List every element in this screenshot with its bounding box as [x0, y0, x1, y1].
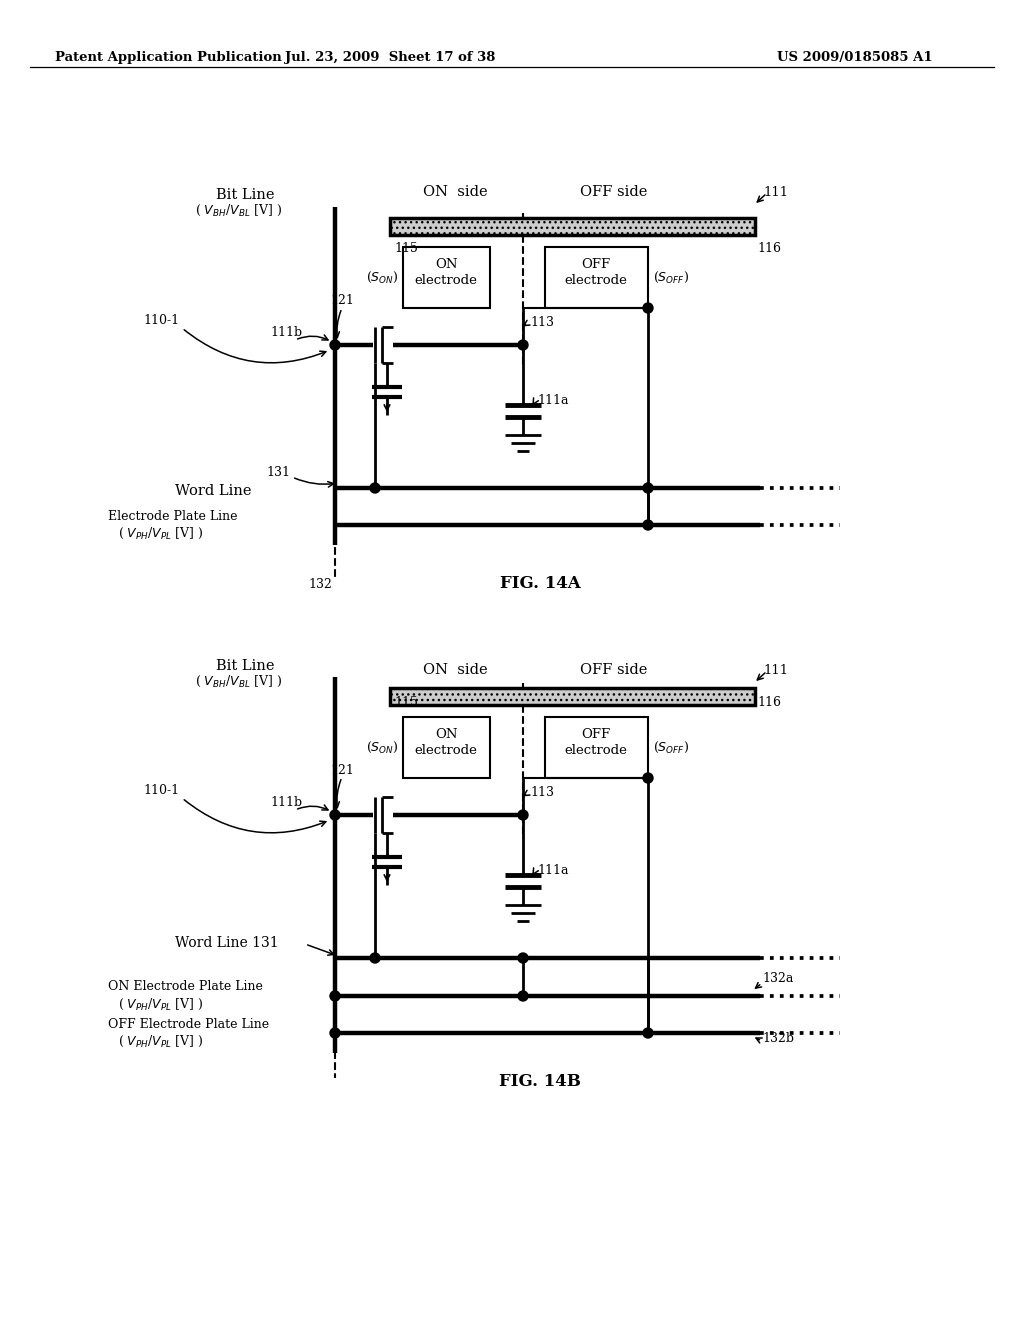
Circle shape	[643, 304, 653, 313]
Text: 111a: 111a	[537, 863, 568, 876]
Text: ($S_{ON}$): ($S_{ON}$)	[367, 739, 399, 755]
Circle shape	[518, 810, 528, 820]
Circle shape	[370, 953, 380, 964]
Text: 113: 113	[530, 787, 554, 800]
Text: 111b: 111b	[270, 796, 302, 808]
Text: OFF Electrode Plate Line: OFF Electrode Plate Line	[108, 1018, 269, 1031]
Bar	[390, 688, 755, 705]
Text: 111: 111	[763, 186, 788, 198]
Text: OFF side: OFF side	[581, 185, 648, 199]
Bar	[390, 218, 755, 235]
Text: 131: 131	[266, 466, 290, 479]
Text: ( $V_{PH}$/$V_{PL}$ [V] ): ( $V_{PH}$/$V_{PL}$ [V] )	[118, 525, 204, 541]
Text: 116: 116	[757, 242, 781, 255]
Text: 110-1: 110-1	[144, 784, 180, 796]
Text: FIG. 14B: FIG. 14B	[499, 1072, 581, 1089]
Circle shape	[330, 810, 340, 820]
Text: ON  side: ON side	[423, 185, 487, 199]
Text: electrode: electrode	[415, 273, 477, 286]
Text: OFF: OFF	[582, 729, 610, 742]
Text: 116: 116	[757, 697, 781, 710]
Text: 132a: 132a	[762, 972, 794, 985]
Text: 121: 121	[330, 763, 354, 776]
Text: Electrode Plate Line: Electrode Plate Line	[108, 510, 238, 523]
Text: 110-1: 110-1	[144, 314, 180, 326]
Text: ($S_{OFF}$): ($S_{OFF}$)	[653, 269, 689, 285]
Text: ( $V_{BH}$/$V_{BL}$ [V] ): ( $V_{BH}$/$V_{BL}$ [V] )	[195, 202, 282, 218]
Text: ($S_{OFF}$): ($S_{OFF}$)	[653, 739, 689, 755]
Text: OFF: OFF	[582, 259, 610, 272]
Bar	[545, 717, 648, 777]
Text: Bit Line: Bit Line	[216, 659, 274, 673]
Text: OFF side: OFF side	[581, 663, 648, 677]
Circle shape	[518, 991, 528, 1001]
Bar	[403, 247, 490, 308]
Text: ON: ON	[435, 259, 458, 272]
Text: 113: 113	[530, 317, 554, 330]
Text: 111: 111	[763, 664, 788, 676]
Text: Bit Line: Bit Line	[216, 187, 274, 202]
Text: electrode: electrode	[564, 743, 628, 756]
Text: 111b: 111b	[270, 326, 302, 338]
Text: ON: ON	[435, 729, 458, 742]
Text: ( $V_{PH}$/$V_{PL}$ [V] ): ( $V_{PH}$/$V_{PL}$ [V] )	[118, 1034, 204, 1048]
Text: US 2009/0185085 A1: US 2009/0185085 A1	[777, 50, 933, 63]
Text: ON  side: ON side	[423, 663, 487, 677]
Circle shape	[643, 483, 653, 492]
Text: ON Electrode Plate Line: ON Electrode Plate Line	[108, 981, 263, 994]
Text: 132b: 132b	[762, 1031, 794, 1044]
Text: FIG. 14A: FIG. 14A	[500, 574, 581, 591]
Circle shape	[330, 1028, 340, 1038]
Circle shape	[330, 341, 340, 350]
Circle shape	[330, 991, 340, 1001]
Circle shape	[518, 341, 528, 350]
Circle shape	[518, 953, 528, 964]
Text: 115: 115	[394, 242, 418, 255]
Text: Word Line: Word Line	[175, 484, 252, 498]
Circle shape	[643, 774, 653, 783]
Text: 111a: 111a	[537, 393, 568, 407]
Text: electrode: electrode	[415, 743, 477, 756]
Text: 132: 132	[308, 578, 332, 591]
Circle shape	[643, 520, 653, 531]
Text: ( $V_{PH}$/$V_{PL}$ [V] ): ( $V_{PH}$/$V_{PL}$ [V] )	[118, 997, 204, 1011]
Circle shape	[370, 483, 380, 492]
Text: 115: 115	[394, 697, 418, 710]
Text: ( $V_{BH}$/$V_{BL}$ [V] ): ( $V_{BH}$/$V_{BL}$ [V] )	[195, 673, 282, 689]
Text: Patent Application Publication: Patent Application Publication	[55, 50, 282, 63]
Text: electrode: electrode	[564, 273, 628, 286]
Text: Word Line 131: Word Line 131	[175, 936, 279, 950]
Text: ($S_{ON}$): ($S_{ON}$)	[367, 269, 399, 285]
Bar	[403, 717, 490, 777]
Text: Jul. 23, 2009  Sheet 17 of 38: Jul. 23, 2009 Sheet 17 of 38	[285, 50, 496, 63]
Circle shape	[643, 1028, 653, 1038]
Text: 121: 121	[330, 293, 354, 306]
Bar	[545, 247, 648, 308]
